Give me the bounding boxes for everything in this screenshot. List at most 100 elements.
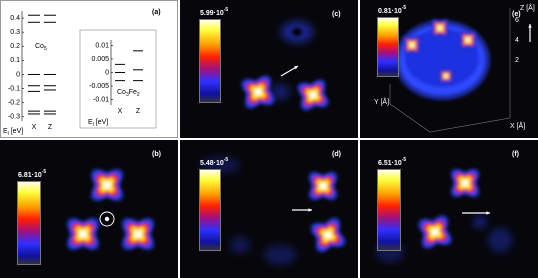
- density-contour: [103, 181, 111, 189]
- density-contour: [319, 182, 327, 190]
- faint-density: [230, 237, 250, 253]
- density-blob: [450, 168, 480, 198]
- colorbar: [18, 182, 40, 264]
- z-tick-label: 6: [515, 17, 519, 24]
- y-tick-label: 0.01: [95, 42, 109, 49]
- exponent: -5: [402, 5, 407, 11]
- density-blob: [459, 31, 477, 49]
- y-tick-label: 0.1: [10, 57, 20, 64]
- density-blob: [431, 19, 449, 37]
- density-contour: [254, 88, 262, 96]
- subscript: 2: [137, 92, 140, 98]
- colorbar: [200, 20, 220, 102]
- axis-label: X [Å]: [510, 121, 525, 130]
- text-part: Co: [117, 89, 126, 96]
- mantissa: 0.81·10: [378, 8, 402, 15]
- density-blob: [310, 217, 346, 253]
- density-blob: [241, 75, 275, 109]
- marker-dot: [104, 216, 110, 222]
- density-contour: [438, 26, 442, 30]
- x-tick-label: Z: [136, 108, 141, 115]
- density-blob: [66, 217, 100, 251]
- panel-label: (b): [152, 151, 161, 158]
- y-tick-label: 0: [105, 69, 109, 76]
- density-blob: [418, 215, 452, 249]
- x-tick-label: X: [118, 108, 123, 115]
- faint-density: [488, 228, 512, 252]
- faint-density: [270, 84, 290, 100]
- density-contour: [410, 43, 414, 47]
- y-tick-label: 0.3: [10, 29, 20, 36]
- mantissa: 6.51·10: [378, 160, 402, 167]
- z-tick-label: 2: [515, 57, 519, 64]
- x-tick-label: Z: [48, 124, 53, 131]
- text-part: [eV]: [9, 128, 23, 135]
- density-blob: [297, 79, 329, 111]
- density-contour: [444, 74, 448, 78]
- arrow-head: [308, 208, 312, 212]
- panel-label: (a): [152, 9, 161, 16]
- main-levels: 0.4 0.3 0.2 0.1 0 -0.1 -0.2 -0.3 X Z El [eV] Co5: [3, 11, 56, 137]
- mantissa: 6.81·10: [18, 172, 42, 179]
- arrow-head: [486, 211, 490, 215]
- panel-label: (f): [512, 151, 519, 158]
- faint-density: [264, 245, 296, 265]
- colorbar-max-label: 6.51·10-5: [378, 157, 406, 167]
- panel-b: 6.81·10-5 (b): [0, 140, 178, 278]
- colorbar-max-label: 5.48·10-5: [200, 157, 228, 167]
- y-tick-label: -0.1: [8, 85, 20, 92]
- arrow-head: [528, 24, 532, 28]
- density-blob: [121, 217, 155, 251]
- panel-frame: [0, 0, 178, 138]
- y-tick-label: -0.2: [8, 100, 20, 107]
- colorbar-max-label: 0.81·10-5: [378, 5, 406, 15]
- axis-label: Z [Å]: [520, 3, 535, 12]
- text-part: E: [88, 119, 93, 126]
- text-part: [eV]: [94, 119, 108, 126]
- arrow-head: [294, 66, 298, 70]
- density-blob: [90, 168, 124, 202]
- text-part: Co: [35, 43, 44, 50]
- subscript: l: [8, 131, 9, 137]
- colorbar-max-label: 5.99·10-5: [200, 7, 228, 17]
- panel-f: 6.51·10-5 (f): [360, 140, 538, 278]
- colorbar: [378, 18, 398, 76]
- density-contour: [324, 231, 332, 239]
- inset-frame: [79, 29, 157, 129]
- density-blob: [403, 36, 421, 54]
- exponent: -5: [224, 157, 229, 163]
- subscript: 3: [126, 92, 129, 98]
- x-tick-label: X: [32, 124, 37, 131]
- mantissa: 5.48·10: [200, 160, 224, 167]
- axis-label: Y [Å]: [374, 97, 389, 106]
- z-tick-label: 4: [515, 37, 519, 44]
- mantissa: 5.99·10: [200, 10, 224, 17]
- density-contour: [134, 230, 142, 238]
- faint-core: [292, 28, 302, 36]
- density-contour: [79, 230, 87, 238]
- colorbar: [378, 170, 400, 250]
- exponent: -5: [224, 7, 229, 13]
- density-blob: [308, 171, 338, 201]
- panel-label: (d): [332, 151, 341, 158]
- panel-d: 5.48·10-5 (d): [180, 140, 358, 278]
- y-tick-label: -0.3: [8, 114, 20, 121]
- panel-label: (e): [512, 11, 521, 18]
- panel-e: 0.81·10-5 (e)Z [Å] Y [Å] X [Å] 6 4 2: [360, 0, 538, 138]
- y-axis-label: El [eV]: [88, 119, 108, 128]
- subscript: 5: [44, 46, 47, 52]
- y-axis-label: El [eV]: [3, 128, 23, 137]
- marker-ring: [99, 211, 115, 227]
- density-blob: [439, 69, 453, 83]
- exponent: -5: [42, 169, 47, 175]
- panel-a: (a)0.40.30.20.10-0.1-0.2-0.3X ZEl [eV]Co5…: [0, 0, 178, 138]
- colorbar-max-label: 6.81·10-5: [18, 169, 46, 179]
- subscript: l: [93, 122, 94, 128]
- y-tick-label: 0: [16, 71, 20, 78]
- density-contour: [461, 179, 469, 187]
- y-tick-label: 0.2: [10, 43, 20, 50]
- series-name: Co3Fe2: [117, 89, 140, 98]
- density-contour: [466, 38, 470, 42]
- text-part: Fe: [129, 89, 137, 96]
